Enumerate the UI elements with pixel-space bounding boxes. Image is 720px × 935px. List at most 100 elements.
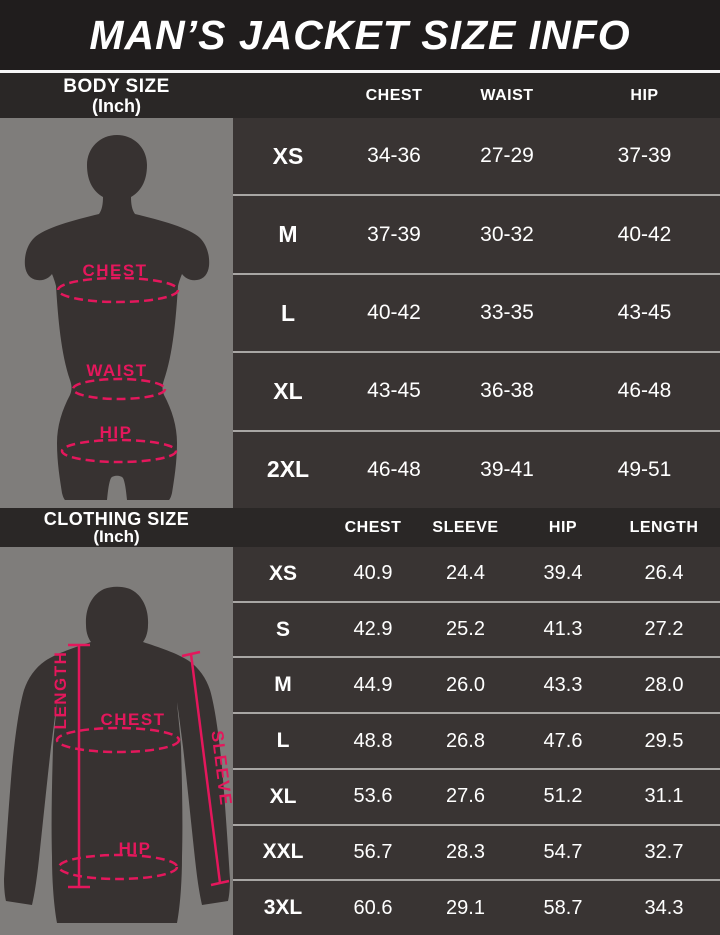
value-cell: 39-41	[480, 457, 534, 481]
value-cell: 42.9	[353, 618, 393, 641]
page-title: MAN’S JACKET SIZE INFO	[89, 11, 631, 58]
value-cell: 48.8	[353, 729, 393, 752]
value-cell: 37-39	[617, 144, 672, 168]
hip-measure-ellipse	[60, 438, 178, 464]
value-cell: 49-51	[617, 457, 672, 481]
size-cell: S	[275, 617, 290, 641]
hip-label: HIP	[100, 423, 133, 442]
size-cell: XS	[272, 142, 304, 169]
sleeve-measure-cap-bottom	[210, 879, 230, 887]
value-cell: 27.6	[446, 785, 485, 808]
value-cell: 34-36	[367, 144, 421, 168]
size-cell: XL	[269, 784, 297, 808]
size-cell: 3XL	[263, 896, 303, 920]
length-label: LENGTH	[51, 651, 70, 730]
table-row: XS 34-36 27-29 37-39	[233, 118, 720, 194]
body-silhouette	[24, 135, 210, 500]
value-cell: 28.0	[644, 673, 684, 696]
sleeve-measure-line	[189, 653, 222, 884]
value-cell: 33-35	[480, 301, 534, 325]
size-cell: L	[276, 729, 290, 753]
value-cell: 41.3	[543, 618, 583, 641]
body-size-title-line1: BODY SIZE	[63, 75, 170, 97]
value-cell: 29.5	[644, 729, 684, 752]
size-cell: M	[274, 673, 292, 697]
body-size-column-headers: CHEST WAIST HIP	[233, 73, 720, 118]
column-header-hip: HIP	[630, 86, 659, 104]
jacket-silhouette	[4, 586, 230, 923]
hip-label: HIP	[119, 839, 152, 858]
value-cell: 51.2	[543, 785, 583, 808]
column-header-hip: HIP	[548, 518, 578, 536]
waist-label: WAIST	[86, 361, 147, 380]
sleeve-measure-cap-top	[181, 650, 201, 658]
value-cell: 36-38	[480, 379, 534, 403]
value-cell: 29.1	[446, 896, 485, 919]
clothing-size-column-headers: CHEST SLEEVE HIP LENGTH	[233, 508, 720, 547]
column-header-sleeve: SLEEVE	[432, 518, 499, 536]
value-cell: 58.7	[543, 896, 583, 919]
value-cell: 27-29	[480, 144, 534, 168]
chest-label: CHEST	[82, 261, 147, 280]
value-cell: 24.4	[446, 562, 485, 585]
value-cell: 32.7	[644, 840, 684, 863]
value-cell: 40-42	[367, 301, 421, 325]
value-cell: 26.4	[644, 562, 684, 585]
value-cell: 43-45	[367, 379, 421, 403]
value-cell: 25.2	[446, 618, 485, 641]
table-row: XL 53.6 27.6 51.2 31.1	[233, 767, 720, 824]
size-cell: XS	[268, 561, 297, 585]
value-cell: 28.3	[446, 840, 485, 863]
jacket-silhouette-diagram: LENGTH CHEST SLEEVE HIP	[4, 586, 233, 923]
chest-label: CHEST	[100, 710, 165, 729]
size-cell: L	[280, 299, 296, 326]
hip-measure-ellipse	[57, 853, 179, 881]
column-header-chest: CHEST	[344, 518, 402, 536]
clothing-size-header: CLOTHING SIZE (Inch) CHEST SLEEVE HIP LE…	[0, 508, 720, 547]
value-cell: 47.6	[543, 729, 583, 752]
table-row: L 40-42 33-35 43-45	[233, 272, 720, 351]
value-cell: 56.7	[353, 840, 393, 863]
value-cell: 43.3	[543, 673, 583, 696]
body-size-title-line2: (Inch)	[92, 95, 141, 116]
size-cell: 2XL	[266, 456, 310, 483]
size-cell: XXL	[262, 840, 304, 864]
table-row: M 37-39 30-32 40-42	[233, 194, 720, 272]
value-cell: 44.9	[353, 673, 393, 696]
title-divider	[0, 70, 720, 73]
table-row: M 44.9 26.0 43.3 28.0	[233, 656, 720, 712]
size-cell: M	[278, 221, 298, 248]
value-cell: 31.1	[644, 785, 684, 808]
value-cell: 27.2	[644, 618, 684, 641]
value-cell: 46-48	[367, 457, 421, 481]
table-row: XXL 56.7 28.3 54.7 32.7	[233, 823, 720, 880]
table-row: S 42.9 25.2 41.3 27.2	[233, 600, 720, 657]
value-cell: 54.7	[543, 840, 583, 863]
title-band: MAN’S JACKET SIZE INFO	[0, 0, 720, 70]
value-cell: 34.3	[644, 896, 684, 919]
value-cell: 46-48	[617, 379, 672, 403]
table-row: L 48.8 26.8 47.6 29.5	[233, 712, 720, 768]
value-cell: 43-45	[617, 301, 672, 325]
body-size-title: BODY SIZE (Inch)	[0, 73, 233, 118]
body-size-header: BODY SIZE (Inch) CHEST WAIST HIP	[0, 73, 720, 118]
value-cell: 53.6	[353, 785, 393, 808]
value-cell: 60.6	[353, 896, 393, 919]
jacket-figure-panel: LENGTH CHEST SLEEVE HIP	[0, 547, 233, 935]
waist-measure-ellipse	[71, 377, 167, 401]
body-size-section: CHEST WAIST HIP XS 34-36 27-29 37-39 M 3…	[0, 118, 720, 508]
value-cell: 26.0	[446, 673, 485, 696]
table-row: XS 40.9 24.4 39.4 26.4	[233, 547, 720, 601]
clothing-size-title-line2: (Inch)	[93, 527, 140, 546]
table-row: XL 43-45 36-38 46-48	[233, 351, 720, 429]
column-header-chest: CHEST	[365, 86, 423, 104]
value-cell: 30-32	[480, 222, 534, 246]
value-cell: 26.8	[446, 729, 485, 752]
table-row: 3XL 60.6 29.1 58.7 34.3	[233, 879, 720, 935]
value-cell: 37-39	[367, 222, 421, 246]
body-figure-panel: CHEST WAIST HIP	[0, 118, 233, 508]
column-header-length: LENGTH	[629, 518, 699, 536]
body-size-table: XS 34-36 27-29 37-39 M 37-39 30-32 40-42…	[233, 118, 720, 508]
chest-measure-ellipse	[55, 726, 181, 754]
